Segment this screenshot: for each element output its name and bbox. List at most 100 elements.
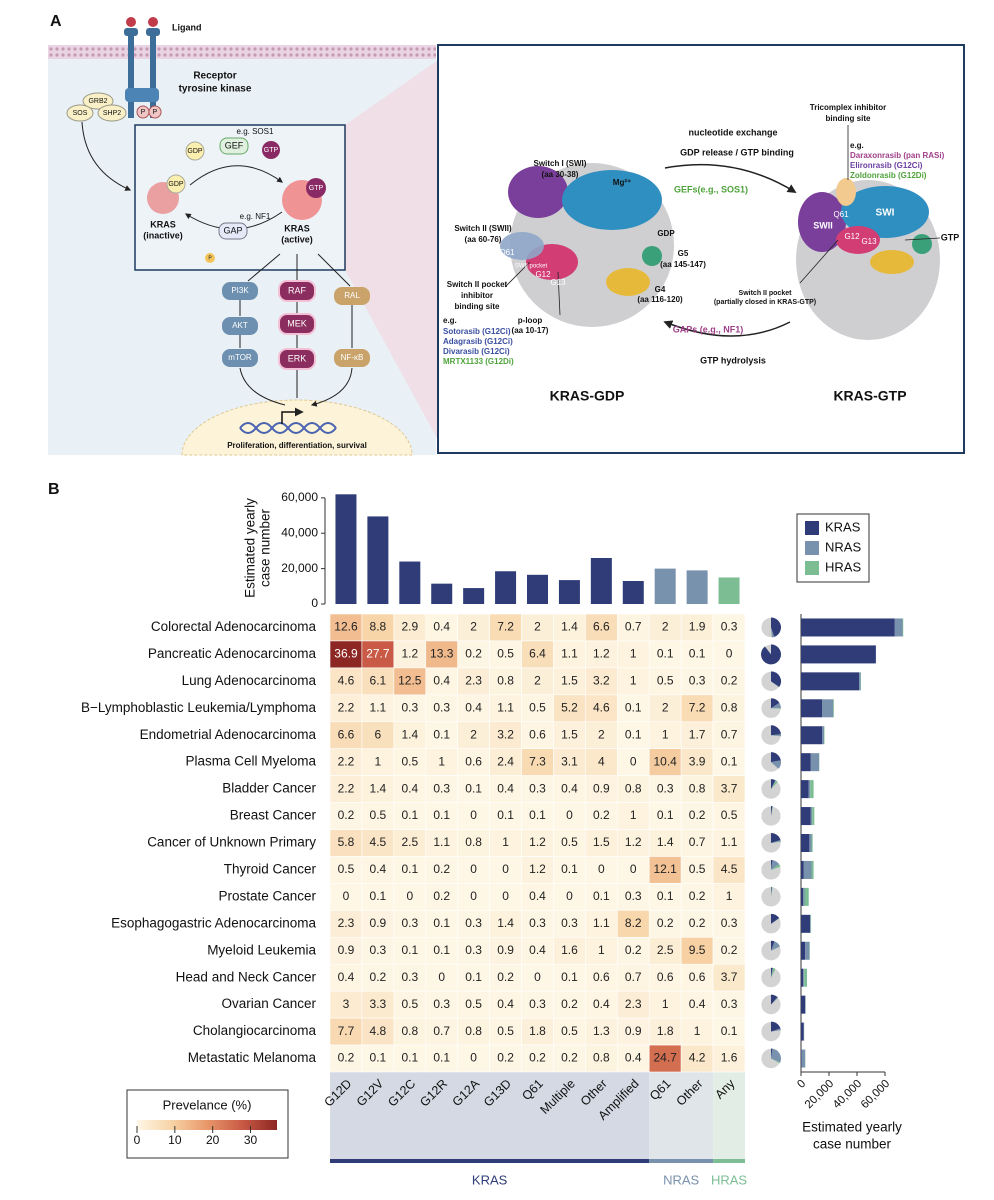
- label: Switch II (SWII): [454, 224, 512, 233]
- bar-segment: [801, 699, 822, 718]
- bar-segment: [803, 860, 812, 879]
- pie-wedge: [771, 967, 776, 978]
- heat-cell: [617, 721, 650, 750]
- bar-segment: [801, 753, 811, 772]
- cell-label: 0.3: [401, 700, 418, 714]
- cell-label: 0.3: [529, 997, 546, 1011]
- colorbar-tick-label: 30: [244, 1133, 258, 1147]
- heat-cell: [393, 883, 427, 911]
- bar: [463, 588, 485, 604]
- y-tick-label: 20,000: [281, 561, 318, 575]
- label: SOS: [73, 110, 88, 117]
- row-label: Head and Neck Cancer: [176, 969, 317, 984]
- cell-label: 1.1: [433, 835, 450, 849]
- heat-cell: [712, 694, 746, 723]
- bar-segment: [803, 887, 805, 906]
- label: G12: [535, 270, 551, 279]
- cell-label: 0.5: [561, 835, 578, 849]
- label: RAL: [344, 291, 360, 300]
- heat-cell: [457, 748, 490, 776]
- cell-label: 0.1: [657, 808, 674, 822]
- pie-wedge: [771, 617, 782, 637]
- gtp: [262, 141, 280, 159]
- label: GAP: [223, 225, 242, 235]
- cell-label: 0.3: [721, 620, 738, 634]
- heat-cell: [457, 936, 490, 965]
- cell-label: 0: [630, 754, 637, 768]
- heat-cell: [680, 856, 714, 884]
- cell-label: 4.6: [593, 700, 610, 714]
- bar-segment: [801, 860, 804, 879]
- membrane: [48, 45, 436, 59]
- heat-cell: [489, 613, 522, 642]
- cell-label: 1: [694, 1024, 701, 1038]
- label: P: [208, 255, 212, 261]
- pie-wedge: [771, 940, 775, 951]
- cell-label: 1: [598, 943, 605, 957]
- label: SWI: [876, 208, 895, 219]
- bar-segment: [801, 941, 806, 960]
- cell-label: 0: [470, 889, 477, 903]
- cell-label: 3.9: [689, 754, 706, 768]
- cell-label: 0.1: [657, 647, 674, 661]
- cell-label: 0: [534, 970, 541, 984]
- pie-wedge: [771, 779, 776, 790]
- cell-label: 13.3: [430, 647, 454, 661]
- label: (inactive): [143, 230, 183, 240]
- heat-cell: [553, 640, 586, 669]
- heat-cell: [457, 883, 490, 911]
- label: mTOR: [228, 353, 252, 362]
- cell-label: 0.2: [433, 862, 450, 876]
- pie-wedge: [771, 762, 779, 769]
- cell-label: 36.9: [334, 647, 358, 661]
- heat-cell: [425, 667, 458, 696]
- heat-cell: [648, 990, 682, 1019]
- cell-label: 0.5: [401, 997, 418, 1011]
- cell-label: 0.7: [625, 970, 642, 984]
- cell-label: 6.6: [593, 620, 610, 634]
- cell-label: 0.9: [497, 943, 514, 957]
- label: KRAS: [150, 219, 176, 229]
- cell-label: 0.4: [401, 781, 418, 795]
- pie-wedge: [771, 913, 780, 924]
- cell-label: 7.7: [338, 1024, 355, 1038]
- row-label: Plasma Cell Myeloma: [185, 754, 316, 769]
- cell-label: 0.2: [721, 674, 738, 688]
- cell-label: 0.3: [561, 916, 578, 930]
- label: e.g. NF1: [240, 212, 271, 221]
- cell-label: 1.1: [561, 647, 578, 661]
- cell-label: 0: [438, 970, 445, 984]
- heat-cell: [329, 856, 363, 884]
- label: e.g. SOS1: [237, 127, 274, 136]
- cell-label: 2.3: [625, 997, 642, 1011]
- cell-label: 0.4: [497, 997, 514, 1011]
- bar-segment: [822, 726, 825, 745]
- legend-swatch: [805, 561, 819, 575]
- cell-label: 6.6: [338, 727, 355, 741]
- pie-wedge: [771, 918, 780, 924]
- pie-wedge: [771, 702, 781, 709]
- heat-cell: [393, 990, 427, 1019]
- label: GTP: [941, 232, 960, 242]
- heat-cell: [521, 802, 554, 830]
- bar-segment: [801, 645, 876, 664]
- heat-cell: [553, 1017, 586, 1046]
- zoom-wedge: [345, 60, 438, 440]
- cell-label: 0.5: [465, 997, 482, 1011]
- heat-cell: [585, 640, 618, 669]
- heat-cell: [712, 775, 746, 803]
- cell-label: 1: [630, 647, 637, 661]
- cell-label: 0.3: [529, 781, 546, 795]
- pie-wedge: [771, 1048, 781, 1063]
- heat-cell: [585, 775, 618, 803]
- cell-label: 1.8: [657, 1024, 674, 1038]
- cell-label: 3.7: [721, 970, 738, 984]
- label: G12: [844, 232, 860, 241]
- receptor: [146, 28, 160, 36]
- legend-swatch: [805, 541, 819, 555]
- cell-label: 0.5: [497, 647, 514, 661]
- colorbar-title: Prevelance (%): [163, 1097, 252, 1112]
- cell-label: 2.3: [338, 916, 355, 930]
- cell-label: 1.1: [370, 700, 387, 714]
- cell-label: 0.2: [721, 943, 738, 957]
